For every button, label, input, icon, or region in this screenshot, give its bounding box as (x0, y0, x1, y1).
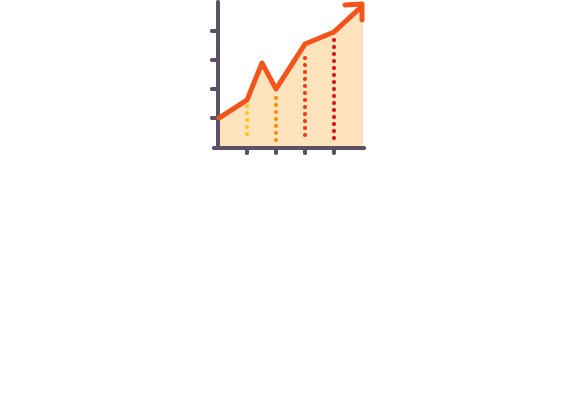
growth-area-fill (219, 6, 363, 147)
arrow-head (342, 1, 365, 23)
trend-line (216, 5, 363, 121)
